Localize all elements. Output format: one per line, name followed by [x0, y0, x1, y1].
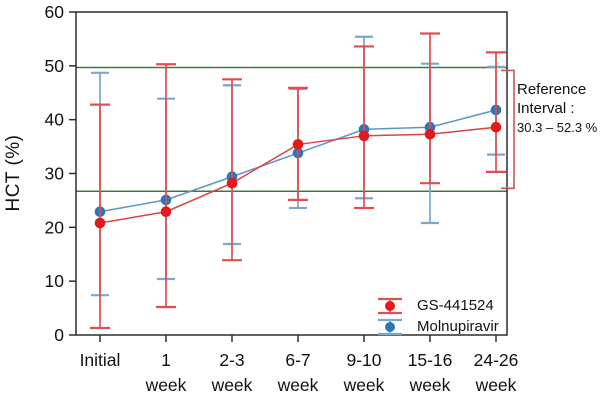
svg-text:0: 0: [54, 325, 64, 345]
svg-text:9-10: 9-10: [346, 350, 381, 370]
svg-text:week: week: [277, 375, 319, 395]
legend: GS-441524 Molnupiravir: [375, 295, 499, 337]
svg-text:60: 60: [45, 2, 65, 22]
svg-text:20: 20: [45, 217, 65, 237]
svg-text:40: 40: [45, 110, 65, 130]
reference-note-line1: Reference: [517, 81, 587, 98]
svg-text:24-26: 24-26: [474, 350, 519, 370]
molnupiravir-errorbar-icon: [375, 317, 405, 337]
reference-interval-note: Reference Interval : 30.3 – 52.3 %: [517, 80, 597, 137]
svg-text:week: week: [409, 375, 451, 395]
reference-note-line2: Interval :: [517, 100, 575, 117]
reference-note-line3: 30.3 – 52.3 %: [517, 120, 598, 135]
y-axis-title: HCT (%): [3, 134, 24, 212]
gs441524-errorbar-icon: [375, 296, 405, 316]
svg-text:1: 1: [161, 350, 171, 370]
svg-text:week: week: [145, 375, 187, 395]
svg-text:10: 10: [45, 271, 65, 291]
svg-text:week: week: [475, 375, 517, 395]
legend-label-gs441524: GS-441524: [417, 297, 494, 314]
svg-text:15-16: 15-16: [408, 350, 453, 370]
svg-text:Initial: Initial: [80, 350, 121, 370]
svg-text:week: week: [343, 375, 385, 395]
svg-text:50: 50: [45, 56, 65, 76]
legend-label-molnupiravir: Molnupiravir: [417, 318, 499, 335]
legend-item-molnupiravir: Molnupiravir: [375, 316, 499, 337]
legend-item-gs441524: GS-441524: [375, 295, 499, 316]
svg-text:6-7: 6-7: [285, 350, 310, 370]
svg-text:2-3: 2-3: [219, 350, 244, 370]
svg-text:30: 30: [45, 164, 65, 184]
svg-text:week: week: [211, 375, 253, 395]
